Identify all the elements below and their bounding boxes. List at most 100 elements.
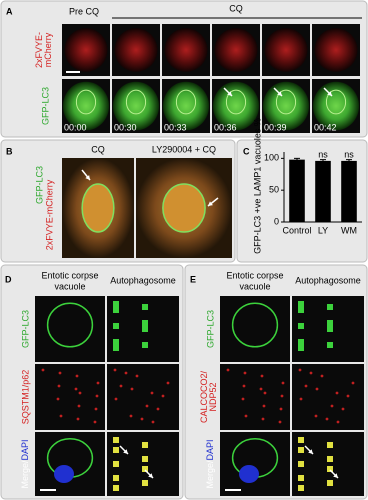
puncta xyxy=(76,417,80,421)
puncta xyxy=(142,480,148,486)
puncta xyxy=(327,320,333,326)
row-label: Merge/DAPI xyxy=(205,439,215,488)
puncta xyxy=(75,374,79,378)
micrograph xyxy=(220,296,290,362)
arrow-head xyxy=(227,91,232,96)
nucleus xyxy=(54,465,74,483)
vacuole xyxy=(125,89,147,115)
micrograph xyxy=(35,364,105,430)
puncta xyxy=(130,387,134,391)
puncta xyxy=(124,371,128,375)
panel-label: D xyxy=(5,274,12,284)
arrow-head xyxy=(333,473,338,478)
x-tick-label: LY xyxy=(318,225,328,235)
puncta xyxy=(113,368,117,372)
vacuole xyxy=(325,89,347,115)
puncta xyxy=(113,475,119,481)
puncta xyxy=(113,345,119,351)
micrograph xyxy=(220,364,290,430)
puncta xyxy=(304,384,308,388)
column-header: Autophagosome xyxy=(295,275,361,285)
cell-signal xyxy=(64,28,108,72)
micrograph xyxy=(220,432,290,496)
cell-signal xyxy=(114,28,158,72)
y-axis-label: GFP-LC3 +ve LAMP1 vacuoles % xyxy=(252,118,262,254)
cell-signal xyxy=(312,81,360,131)
puncta xyxy=(166,381,170,385)
annotation: ns xyxy=(344,149,354,159)
arrow-head xyxy=(123,449,128,454)
column-header: CQ xyxy=(91,144,105,154)
puncta xyxy=(314,414,318,418)
puncta xyxy=(336,420,340,424)
row-label-part: Merge/ xyxy=(20,460,30,489)
column-header: Entotic corpse xyxy=(41,270,98,280)
puncta xyxy=(320,374,324,378)
puncta xyxy=(327,466,333,472)
puncta xyxy=(298,475,304,481)
puncta xyxy=(113,339,119,345)
vacuole-ring xyxy=(46,302,94,348)
timestamp: 00:42 xyxy=(314,122,337,132)
row-label-part: DAPI xyxy=(205,439,215,460)
puncta xyxy=(150,391,154,395)
panel-label: C xyxy=(243,146,250,156)
column-header: Autophagosome xyxy=(110,275,176,285)
puncta xyxy=(298,307,304,313)
puncta xyxy=(327,480,333,486)
puncta xyxy=(142,342,148,348)
timestamp: 00:36 xyxy=(214,122,237,132)
vacuole xyxy=(175,89,197,115)
puncta xyxy=(241,397,245,401)
puncta xyxy=(151,420,155,424)
timestamp: 00:00 xyxy=(64,122,87,132)
row-label: GFP-LC3 xyxy=(34,166,44,204)
puncta xyxy=(281,381,285,385)
row-label: SQSTM1/p62 xyxy=(20,370,30,425)
puncta xyxy=(262,404,266,408)
puncta xyxy=(113,323,119,329)
x-tick-label: WM xyxy=(341,225,357,235)
cell-signal xyxy=(264,28,308,72)
micrograph xyxy=(35,432,105,496)
arrow-head xyxy=(148,473,153,478)
y-tick-label: 0 xyxy=(274,216,279,226)
puncta xyxy=(96,381,100,385)
row-label-part: Merge/ xyxy=(205,460,215,489)
puncta xyxy=(335,391,339,395)
micrograph xyxy=(35,296,105,362)
puncta xyxy=(280,394,284,398)
nucleus xyxy=(239,465,259,483)
timestamp: 00:33 xyxy=(164,122,187,132)
puncta xyxy=(58,371,62,375)
bar xyxy=(315,160,331,222)
panel-label: E xyxy=(190,274,196,284)
puncta xyxy=(113,307,119,313)
arrow-head xyxy=(208,201,213,206)
puncta xyxy=(330,404,334,408)
puncta xyxy=(57,384,61,388)
puncta xyxy=(129,414,133,418)
puncta xyxy=(93,420,97,424)
puncta xyxy=(113,447,119,453)
column-header: CQ xyxy=(229,3,243,13)
puncta xyxy=(298,345,304,351)
column-header: vacuole xyxy=(54,281,85,291)
puncta xyxy=(242,384,246,388)
puncta xyxy=(142,326,148,332)
vacuole xyxy=(225,89,247,115)
micrograph xyxy=(292,364,364,430)
cell-signal xyxy=(212,81,260,131)
puncta xyxy=(113,437,119,443)
row-label: CALCOCO2/ xyxy=(199,370,209,423)
bar xyxy=(341,160,357,222)
row-label: GFP-LC3 xyxy=(40,87,50,125)
arrow-head xyxy=(277,91,282,96)
puncta xyxy=(161,394,165,398)
puncta xyxy=(327,326,333,332)
puncta xyxy=(56,397,60,401)
puncta xyxy=(279,407,283,411)
puncta xyxy=(145,404,149,408)
puncta xyxy=(260,374,264,378)
